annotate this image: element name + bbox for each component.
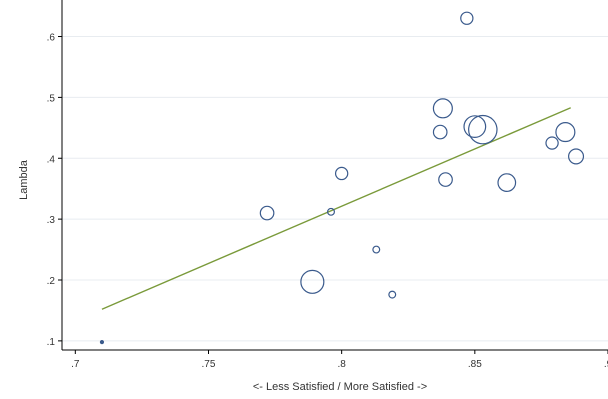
data-point bbox=[300, 269, 325, 294]
data-points bbox=[99, 11, 585, 345]
fit-line-group bbox=[101, 107, 571, 310]
x-tick-label: .7 bbox=[71, 359, 80, 370]
x-axis-title: <- Less Satisfied / More Satisfied -> bbox=[253, 381, 427, 393]
data-point bbox=[334, 166, 349, 181]
data-point bbox=[463, 115, 487, 139]
y-tick-label: .4 bbox=[47, 154, 56, 165]
data-point bbox=[545, 136, 559, 150]
data-point bbox=[568, 148, 585, 165]
y-tick-label: .1 bbox=[47, 337, 56, 348]
data-point bbox=[438, 172, 453, 187]
data-point bbox=[259, 205, 275, 221]
x-axis-ticks: .7 .75 .8 .85 .9 bbox=[71, 350, 608, 370]
y-axis-ticks: .1 .2 .3 .4 .5 .6 bbox=[47, 33, 62, 348]
data-point bbox=[555, 122, 576, 143]
data-point bbox=[460, 11, 474, 25]
data-point bbox=[468, 114, 498, 145]
y-tick-label: .6 bbox=[47, 33, 56, 44]
gridlines bbox=[62, 36, 608, 342]
y-axis-title: Lambda bbox=[18, 159, 30, 200]
y-tick-label: .3 bbox=[47, 215, 56, 226]
data-point bbox=[432, 124, 448, 140]
data-point bbox=[432, 98, 453, 119]
axes bbox=[61, 0, 608, 351]
y-tick-label: .2 bbox=[47, 276, 56, 287]
data-point bbox=[497, 173, 517, 192]
data-point bbox=[327, 207, 335, 216]
data-point bbox=[388, 290, 397, 299]
x-tick-label: .85 bbox=[468, 359, 482, 370]
y-tick-label: .5 bbox=[47, 93, 56, 104]
data-point bbox=[99, 339, 105, 345]
x-tick-label: .8 bbox=[337, 359, 346, 370]
fit-line bbox=[101, 107, 571, 310]
data-point bbox=[372, 245, 381, 254]
x-tick-label: .75 bbox=[202, 359, 216, 370]
x-tick-label: .9 bbox=[604, 359, 608, 370]
